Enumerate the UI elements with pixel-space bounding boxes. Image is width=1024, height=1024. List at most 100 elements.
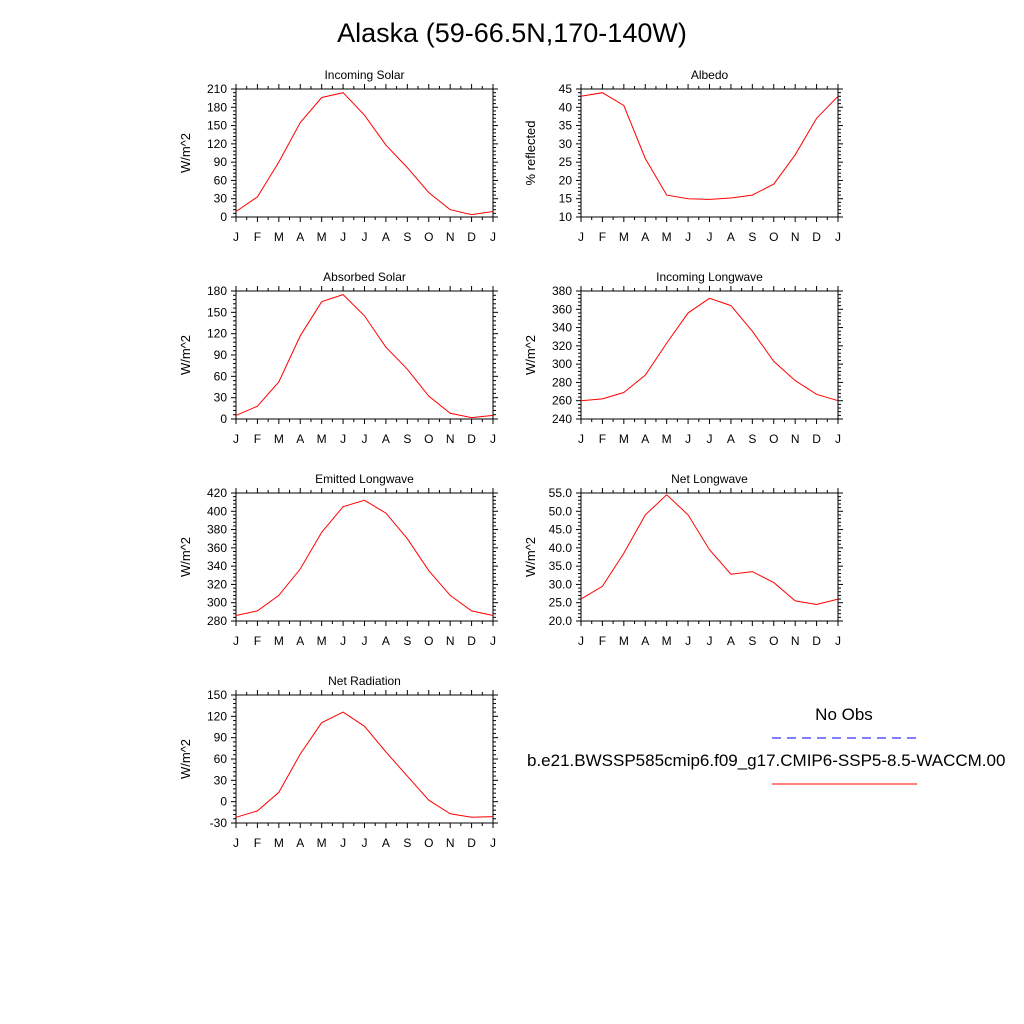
x-tick-label: O: [769, 230, 778, 244]
y-tick-label: 20: [559, 173, 573, 187]
series-line: [235, 499, 494, 616]
x-tick-label: O: [424, 634, 433, 648]
x-tick-label: M: [317, 230, 327, 244]
x-tick-label: N: [791, 634, 800, 648]
x-tick-label: D: [812, 634, 821, 648]
x-tick-label: A: [296, 634, 304, 648]
x-tick-label: J: [340, 432, 346, 446]
y-tick-label: 150: [207, 688, 227, 702]
panel-title: Incoming Longwave: [656, 270, 763, 284]
x-tick-label: M: [662, 230, 672, 244]
y-tick-label: 180: [207, 284, 227, 298]
x-tick-label: O: [769, 432, 778, 446]
x-tick-label: J: [340, 634, 346, 648]
x-tick-label: M: [274, 836, 284, 850]
x-tick-label: M: [317, 836, 327, 850]
x-tick-label: J: [362, 432, 368, 446]
y-tick-label: 90: [214, 348, 228, 362]
x-tick-label: M: [317, 634, 327, 648]
y-tick-label: 30: [214, 192, 228, 206]
y-tick-label: 60: [214, 369, 228, 383]
x-tick-label: M: [619, 230, 629, 244]
series-line: [235, 92, 494, 216]
x-tick-label: A: [296, 432, 304, 446]
x-tick-label: J: [707, 230, 713, 244]
y-axis-label: W/m^2: [178, 537, 193, 577]
series-line: [580, 297, 839, 402]
y-axis-label: W/m^2: [178, 335, 193, 375]
y-tick-label: 25: [559, 155, 573, 169]
x-tick-label: N: [446, 634, 455, 648]
y-tick-label: 10: [559, 210, 573, 224]
y-tick-label: 45: [559, 82, 573, 96]
x-tick-label: J: [490, 230, 496, 244]
x-tick-label: F: [599, 432, 606, 446]
x-tick-label: J: [233, 230, 239, 244]
x-tick-label: M: [662, 432, 672, 446]
x-tick-label: J: [362, 230, 368, 244]
series-line: [235, 711, 494, 818]
y-tick-label: 30: [214, 773, 228, 787]
y-tick-label: 20.0: [549, 614, 573, 628]
y-tick-label: 40: [559, 100, 573, 114]
x-tick-label: D: [812, 230, 821, 244]
x-tick-label: J: [685, 230, 691, 244]
x-tick-label: J: [707, 634, 713, 648]
y-tick-label: 60: [214, 752, 228, 766]
x-tick-label: J: [578, 432, 584, 446]
y-tick-label: 35: [559, 119, 573, 133]
panel-title: Net Radiation: [328, 674, 401, 688]
x-tick-label: S: [748, 634, 756, 648]
x-tick-label: J: [233, 836, 239, 850]
y-tick-label: 380: [552, 284, 572, 298]
x-tick-label: J: [707, 432, 713, 446]
x-tick-label: J: [835, 432, 841, 446]
x-tick-label: J: [490, 836, 496, 850]
y-axis-label: W/m^2: [178, 739, 193, 779]
x-tick-label: F: [254, 230, 261, 244]
x-tick-label: F: [599, 634, 606, 648]
x-tick-label: D: [467, 432, 476, 446]
y-tick-label: 120: [207, 327, 227, 341]
y-tick-label: 320: [552, 339, 572, 353]
y-tick-label: 90: [214, 731, 228, 745]
x-tick-label: J: [490, 432, 496, 446]
y-tick-label: 420: [207, 486, 227, 500]
legend-label-no-obs: No Obs: [815, 705, 873, 724]
y-tick-label: 300: [207, 596, 227, 610]
x-tick-label: A: [641, 230, 649, 244]
y-tick-label: 360: [552, 302, 572, 316]
x-tick-label: N: [446, 230, 455, 244]
y-tick-label: 150: [207, 119, 227, 133]
x-tick-label: J: [685, 432, 691, 446]
y-tick-label: 320: [207, 577, 227, 591]
x-tick-label: F: [254, 836, 261, 850]
y-tick-label: 45.0: [549, 523, 573, 537]
x-tick-label: A: [727, 634, 735, 648]
y-tick-label: 0: [220, 412, 227, 426]
x-tick-label: J: [362, 836, 368, 850]
y-tick-label: 60: [214, 173, 228, 187]
x-tick-label: A: [296, 230, 304, 244]
x-tick-label: A: [382, 432, 390, 446]
x-tick-label: O: [424, 432, 433, 446]
x-tick-label: O: [769, 634, 778, 648]
x-tick-label: J: [340, 836, 346, 850]
x-tick-label: S: [403, 836, 411, 850]
y-tick-label: 0: [220, 795, 227, 809]
x-tick-label: J: [362, 634, 368, 648]
panel-title: Incoming Solar: [324, 68, 404, 82]
y-tick-label: 120: [207, 137, 227, 151]
x-tick-label: M: [619, 432, 629, 446]
x-tick-label: D: [467, 634, 476, 648]
x-tick-label: D: [467, 230, 476, 244]
y-axis-label: W/m^2: [523, 537, 538, 577]
x-tick-label: S: [403, 634, 411, 648]
x-tick-label: S: [403, 230, 411, 244]
y-axis-label: W/m^2: [523, 335, 538, 375]
x-tick-label: M: [274, 432, 284, 446]
